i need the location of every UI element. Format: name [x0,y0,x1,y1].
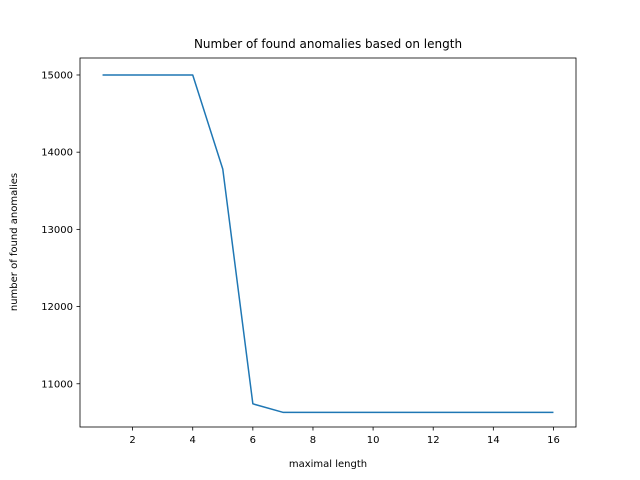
x-tick-label: 16 [547,435,560,446]
y-axis-label: number of found anomalies [9,173,20,311]
y-axis: 11000 12000 13000 14000 15000 [41,70,80,390]
x-tick-label: 8 [310,435,316,446]
x-tick-label: 10 [367,435,380,446]
x-axis-label: maximal length [289,459,367,470]
y-tick-label: 12000 [41,302,73,313]
plot-area-frame [79,57,577,428]
series-line-0 [102,74,554,414]
x-tick-label: 4 [190,435,196,446]
x-axis: 2 4 6 8 10 12 14 16 [129,427,560,446]
y-tick-label: 13000 [41,225,73,236]
x-tick-label: 12 [427,435,440,446]
x-tick-label: 2 [129,435,135,446]
y-tick-label: 15000 [41,70,73,81]
chart-title: Number of found anomalies based on lengt… [194,37,462,51]
y-tick-label: 14000 [41,148,73,159]
x-tick-label: 6 [250,435,256,446]
x-tick-label: 14 [487,435,500,446]
y-tick-label: 11000 [41,379,73,390]
series-layer [102,74,554,414]
